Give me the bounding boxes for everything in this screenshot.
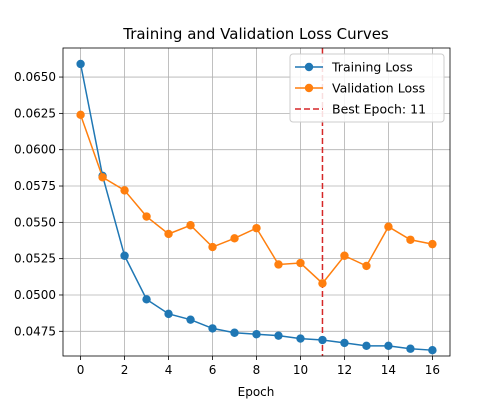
- validation-loss-point: [252, 223, 261, 233]
- y-tick-label: 0.0525: [14, 252, 56, 266]
- y-tick-label: 0.0625: [14, 106, 56, 120]
- training-loss-point: [76, 59, 85, 69]
- legend-marker-training-loss: [304, 62, 314, 72]
- training-loss-point: [318, 335, 327, 345]
- validation-loss-point: [274, 260, 283, 269]
- training-loss-point: [164, 309, 173, 319]
- training-loss-point: [296, 334, 305, 343]
- x-tick-label: 2: [121, 363, 129, 377]
- training-loss-point: [120, 251, 129, 260]
- legend-label-training-loss: Training Loss: [331, 60, 413, 75]
- validation-series: [76, 110, 437, 288]
- validation-loss-point: [362, 261, 371, 271]
- legend-label-validation-loss: Validation Loss: [332, 81, 425, 96]
- training-loss-point: [230, 328, 239, 337]
- y-tick-label: 0.0550: [14, 215, 56, 229]
- y-tick-label: 0.0500: [14, 288, 56, 302]
- training-loss-point: [406, 344, 415, 353]
- x-tick-label: 10: [293, 363, 308, 377]
- x-tick-label: 8: [253, 363, 261, 377]
- validation-loss-point: [208, 242, 217, 252]
- validation-loss-point: [406, 235, 415, 244]
- chart-title: Training and Validation Loss Curves: [122, 25, 389, 43]
- training-loss-point: [252, 330, 261, 339]
- x-axis-label: Epoch: [238, 385, 275, 399]
- training-series: [76, 59, 437, 355]
- validation-loss-point: [318, 279, 327, 288]
- training-loss-point: [274, 331, 283, 340]
- x-tick-label: 0: [77, 363, 85, 377]
- validation-loss-point: [340, 251, 349, 260]
- y-tick-label: 0.0650: [14, 70, 56, 84]
- x-tick-label: 4: [165, 363, 173, 377]
- validation-loss-point: [164, 229, 173, 239]
- training-loss-point: [142, 295, 151, 304]
- validation-loss-point: [384, 222, 393, 231]
- legend-marker-validation-loss: [304, 83, 314, 93]
- y-tick-label: 0.0475: [14, 324, 56, 338]
- training-loss-point: [428, 345, 437, 355]
- validation-loss-point: [296, 258, 305, 268]
- validation-loss-point: [428, 239, 437, 249]
- y-axis-ticks: 0.0475 0.0500 0.0525 0.0550 0.0575 0.0600 0.06…: [14, 70, 63, 338]
- validation-loss-point: [98, 173, 107, 182]
- validation-loss-point: [142, 212, 151, 221]
- y-tick-label: 0.0575: [14, 179, 56, 193]
- validation-loss-point: [120, 186, 129, 195]
- x-axis-ticks: 0 2 4 6 8 10 12 14 16: [77, 356, 440, 377]
- legend: Training Loss Validation Loss Best Epoch: …: [289, 53, 445, 123]
- legend-box: [289, 53, 445, 123]
- series: [76, 59, 437, 355]
- training-loss-point: [186, 315, 195, 324]
- training-loss-point: [340, 338, 349, 348]
- y-tick-label: 0.0600: [14, 143, 56, 157]
- training-loss-point: [384, 341, 393, 351]
- x-tick-label: 14: [381, 363, 396, 377]
- validation-loss-point: [186, 221, 195, 230]
- x-tick-label: 12: [337, 363, 352, 377]
- x-tick-label: 6: [209, 363, 217, 377]
- legend-label-best-epoch-11: Best Epoch: 11: [332, 102, 426, 117]
- x-tick-label: 16: [425, 363, 440, 377]
- validation-loss-point: [76, 110, 85, 120]
- validation-loss-point: [230, 234, 239, 243]
- training-loss-point: [362, 341, 371, 351]
- training-loss-point: [208, 324, 217, 333]
